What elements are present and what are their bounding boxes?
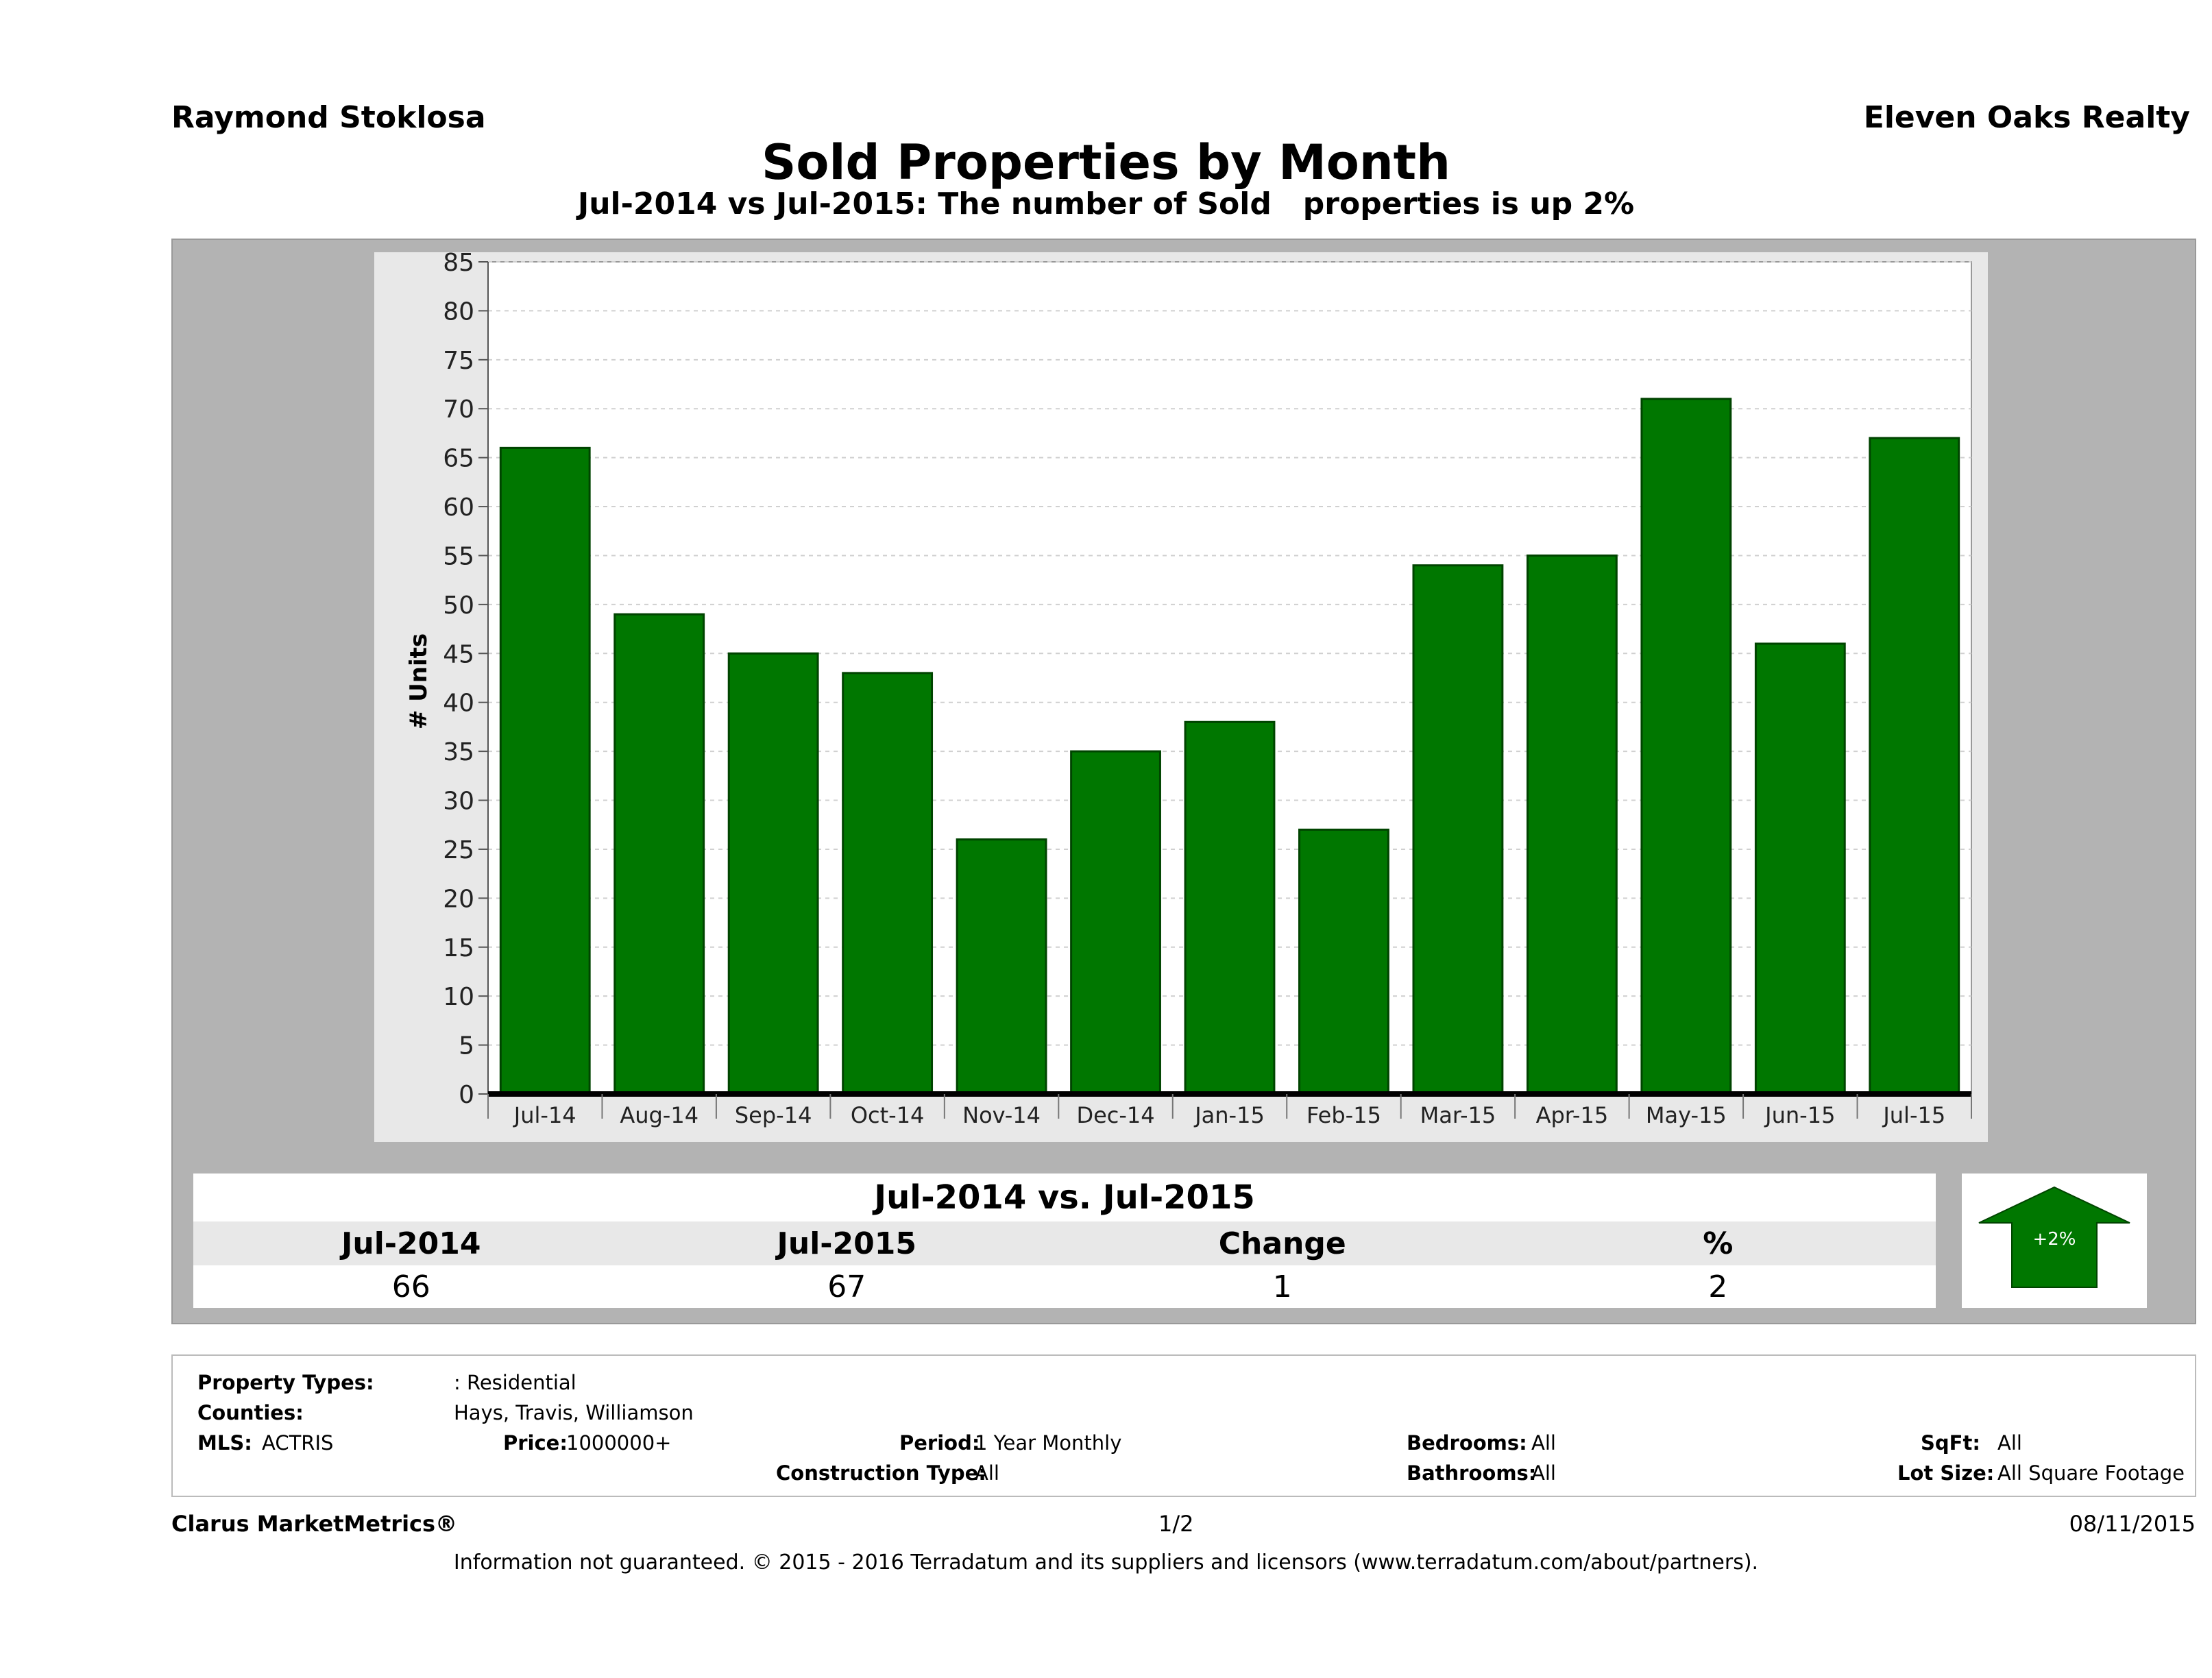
chart-subtitle: Jul-2014 vs Jul-2015: The number of Sold… — [577, 186, 1635, 221]
property-types-label: Property Types: — [197, 1371, 374, 1394]
bedrooms-value: All — [1531, 1431, 1556, 1455]
bedrooms-label: Bedrooms: — [1407, 1431, 1527, 1455]
period-value: 1 Year Monthly — [975, 1431, 1122, 1455]
price-label: Price: — [503, 1431, 568, 1455]
comparison-label: Change — [1218, 1226, 1346, 1261]
period-label: Period: — [899, 1431, 980, 1455]
x-tick-label: May-15 — [1646, 1102, 1727, 1128]
bar — [1412, 564, 1504, 1095]
y-tick-label: 70 — [443, 396, 474, 424]
up-arrow-icon — [1978, 1186, 2130, 1288]
y-tick-label: 60 — [443, 494, 474, 522]
y-tick-label: 85 — [443, 252, 474, 277]
lot-size-value: All Square Footage — [1997, 1461, 2185, 1485]
chart-area: 0 5 10 15 20 25 30 35 40 45 50 55 60 65 70 75 80 85 Jul-14… — [374, 252, 1988, 1142]
comparison-value: 1 — [1272, 1269, 1292, 1304]
y-tick-label: 45 — [443, 640, 474, 668]
x-tick-label: Aug-14 — [620, 1102, 698, 1128]
y-tick-label: 30 — [443, 788, 474, 816]
construction-type-label: Construction Type: — [776, 1461, 986, 1485]
y-tick-label: 5 — [459, 1032, 474, 1060]
y-tick-label: 40 — [443, 690, 474, 718]
x-tick-label: Oct-14 — [851, 1102, 925, 1128]
y-tick-label: 50 — [443, 592, 474, 620]
change-badge-text: +2% — [2032, 1229, 2076, 1250]
construction-type-value: All — [975, 1461, 999, 1485]
comparison-label: Jul-2014 — [341, 1226, 481, 1261]
bar — [1640, 398, 1732, 1095]
bar — [1526, 554, 1618, 1095]
counties-label: Counties: — [197, 1401, 304, 1424]
report-date: 08/11/2015 — [2069, 1511, 2196, 1537]
y-tick-label: 20 — [443, 885, 474, 913]
x-tick-label: Jan-15 — [1193, 1102, 1265, 1128]
y-tick-label: 65 — [443, 445, 474, 473]
bar — [842, 672, 934, 1095]
bar — [613, 613, 705, 1095]
property-types-value: : Residential — [454, 1371, 576, 1394]
x-tick-label: Mar-15 — [1420, 1102, 1496, 1128]
sqft-label: SqFt: — [1921, 1431, 1980, 1455]
bar — [499, 446, 591, 1095]
bar-chart: 0 5 10 15 20 25 30 35 40 45 50 55 60 65 70 75 80 85 Jul-14… — [405, 252, 1972, 1128]
bar — [956, 838, 1047, 1095]
y-tick-label: 10 — [443, 983, 474, 1011]
comparison-labels-row: Jul-2014 Jul-2015 Change % — [193, 1221, 1936, 1265]
lot-size-label: Lot Size: — [1897, 1461, 1995, 1485]
x-tick-label: Feb-15 — [1306, 1102, 1381, 1128]
x-tick-label: Sep-14 — [735, 1102, 812, 1128]
comparison-label: % — [1703, 1226, 1734, 1261]
filter-info-panel: Property Types: : Residential Counties: … — [171, 1354, 2196, 1497]
agent-name: Raymond Stoklosa — [171, 100, 486, 135]
company-name: Eleven Oaks Realty — [1863, 100, 2190, 135]
footer-brand: Clarus MarketMetrics® — [171, 1511, 458, 1537]
y-tick-label: 75 — [443, 347, 474, 375]
sqft-value: All — [1997, 1431, 2022, 1455]
x-tick-label: Jun-15 — [1764, 1102, 1835, 1128]
page-number: 1/2 — [1158, 1511, 1194, 1537]
x-tick-label: Apr-15 — [1536, 1102, 1609, 1128]
y-tick-label: 35 — [443, 738, 474, 766]
change-badge: +2% — [1962, 1174, 2147, 1308]
bathrooms-value: All — [1531, 1461, 1556, 1485]
comparison-label: Jul-2015 — [777, 1226, 917, 1261]
bar — [1869, 437, 1960, 1095]
mls-label: MLS: — [197, 1431, 252, 1455]
x-tick-label: Jul-15 — [1882, 1102, 1945, 1128]
bar — [1754, 642, 1846, 1095]
y-tick-label: 25 — [443, 836, 474, 864]
bar — [1070, 750, 1161, 1095]
price-value: 1000000+ — [566, 1431, 672, 1455]
bar — [1184, 720, 1276, 1095]
x-tick-label: Jul-14 — [513, 1102, 576, 1128]
chart-title: Sold Properties by Month — [762, 134, 1450, 191]
counties-value: Hays, Travis, Williamson — [454, 1401, 694, 1424]
comparison-heading: Jul-2014 vs. Jul-2015 — [193, 1174, 1936, 1221]
x-tick-label: Nov-14 — [962, 1102, 1041, 1128]
comparison-value: 67 — [827, 1269, 866, 1304]
comparison-values-row: 66 67 1 2 — [193, 1265, 1936, 1308]
y-tick-label: 0 — [459, 1081, 474, 1109]
y-axis-label: # Units — [405, 633, 433, 729]
y-tick-label: 15 — [443, 934, 474, 962]
y-tick-label: 55 — [443, 542, 474, 570]
x-tick-label: Dec-14 — [1076, 1102, 1154, 1128]
bar — [1298, 828, 1389, 1095]
bathrooms-label: Bathrooms: — [1407, 1461, 1537, 1485]
comparison-value: 66 — [391, 1269, 430, 1304]
y-tick-label: 80 — [443, 297, 474, 326]
mls-value: ACTRIS — [262, 1431, 334, 1455]
bar — [727, 652, 819, 1095]
disclaimer: Information not guaranteed. © 2015 - 201… — [453, 1551, 1759, 1574]
comparison-value: 2 — [1708, 1269, 1728, 1304]
